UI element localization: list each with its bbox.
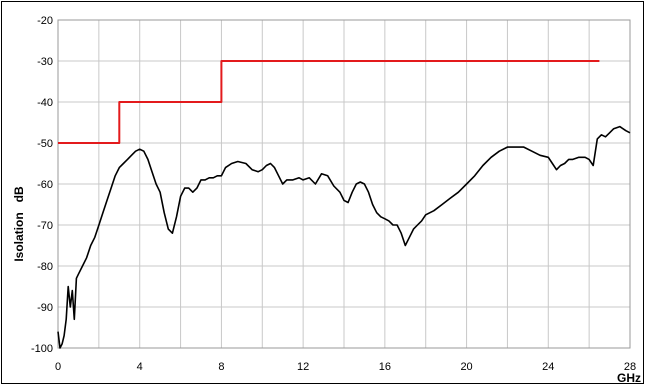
x-tick-label: 20 [460,361,472,373]
y-tick-label: -100 [31,343,53,355]
y-tick-labels: -20 -30 -40 -50 -60 -70 -80 -90 -100 [31,15,53,355]
y-tick-label: -50 [37,138,53,150]
x-tick-label: 16 [379,361,391,373]
y-axis-label: Isolation dB [12,186,26,262]
x-tick-label: 8 [218,361,224,373]
isolation-trace [57,125,631,349]
x-tick-labels: 0 4 8 12 16 20 24 28 [55,361,636,373]
series-group [57,60,631,349]
y-tick-label: -20 [37,15,53,27]
y-tick-label: -30 [37,56,53,68]
grid [57,19,631,349]
plot-border [57,19,631,349]
y-tick-label: -60 [37,179,53,191]
x-tick-label: 24 [542,361,554,373]
x-tick-label: 28 [624,361,636,373]
limit-line [58,60,600,144]
y-tick-label: -40 [37,97,53,109]
x-tick-label: 0 [55,361,61,373]
x-axis-label: GHz [617,371,641,385]
x-tick-label: 12 [297,361,309,373]
y-tick-label: -90 [37,302,53,314]
x-tick-label: 4 [137,361,143,373]
y-tick-label: -70 [37,220,53,232]
y-tick-label: -80 [37,261,53,273]
